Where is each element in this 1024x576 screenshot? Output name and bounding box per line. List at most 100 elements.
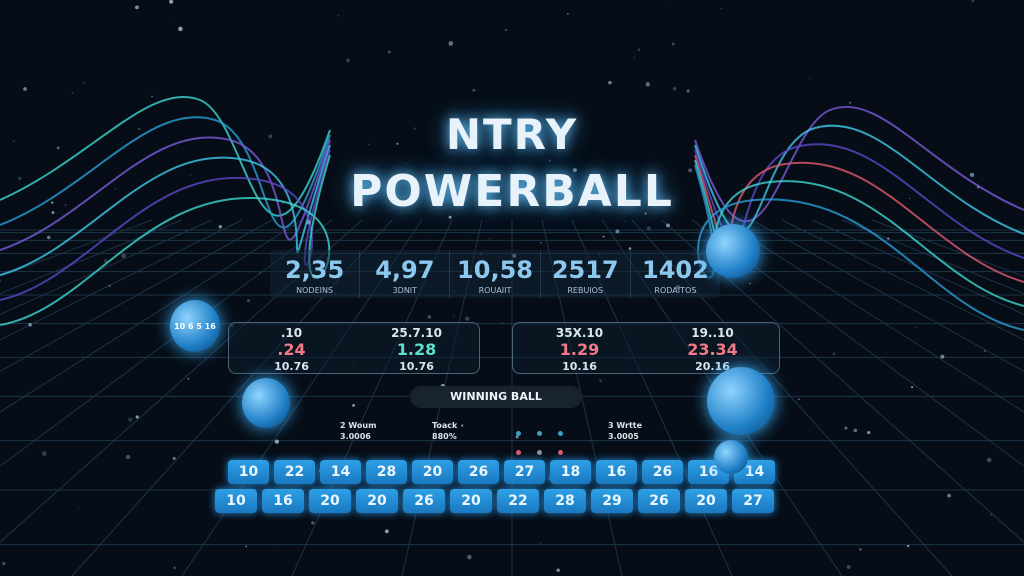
number-tile[interactable]: 16 [262, 489, 304, 513]
particle [867, 431, 871, 435]
particle [41, 451, 47, 456]
particle [669, 4, 671, 5]
particle [472, 88, 476, 92]
particle [741, 183, 743, 185]
wave-line [0, 136, 331, 251]
grid-line [811, 219, 1024, 315]
number-tile[interactable]: 26 [638, 489, 680, 513]
particle [808, 77, 811, 80]
number-tile[interactable]: 10 [215, 489, 257, 513]
particle [982, 295, 983, 297]
stat-value: 2,35 [284, 256, 345, 284]
particle [453, 316, 455, 317]
particle [637, 48, 641, 51]
particle [172, 20, 174, 23]
number-tile[interactable]: 28 [366, 460, 407, 484]
grid-line [0, 219, 213, 315]
particle [572, 168, 577, 173]
grid-line [781, 219, 1024, 341]
info-item: Toack 880% [432, 420, 457, 442]
grid-line [0, 219, 333, 467]
particle [971, 0, 974, 3]
number-tile[interactable]: 16 [596, 460, 637, 484]
number-tile[interactable]: 28 [544, 489, 586, 513]
number-tile[interactable]: 10 [228, 460, 269, 484]
stat-label: ROUAIIT [478, 286, 512, 295]
particle [135, 5, 139, 10]
grid-line [691, 219, 1024, 467]
info-line: 3 Wrtte [608, 421, 643, 430]
particle [675, 285, 681, 290]
lottery-ball [706, 224, 760, 278]
particle [18, 176, 22, 181]
particle [832, 352, 836, 356]
number-tile[interactable]: 14 [734, 460, 775, 484]
info-line: 880% [432, 432, 457, 441]
numbers-row-2: 10 16 20 20 26 20 22 28 29 26 20 27 [215, 489, 774, 513]
odds-mid: 1.28 [396, 340, 437, 359]
particle [151, 95, 153, 98]
number-tile[interactable]: 22 [274, 460, 315, 484]
stat-label: REBUIOS [567, 286, 604, 295]
particle [413, 127, 416, 130]
indicator-dots [508, 421, 578, 465]
wave-line [694, 105, 1024, 223]
number-tile[interactable]: 26 [403, 489, 445, 513]
odds-mid: .24 [277, 340, 306, 359]
particle [346, 58, 350, 63]
particle [797, 398, 800, 400]
particle [108, 284, 111, 288]
number-tile[interactable]: 20 [450, 489, 492, 513]
particle [272, 550, 274, 552]
particle [474, 142, 479, 147]
number-tile[interactable]: 20 [412, 460, 453, 484]
info-line: Toack [432, 421, 458, 430]
number-tile[interactable]: 29 [591, 489, 633, 513]
winning-ball-button[interactable]: WINNING BALL [410, 386, 582, 408]
number-tile[interactable]: 26 [642, 460, 683, 484]
number-tile[interactable]: 20 [309, 489, 351, 513]
lottery-ball [707, 367, 775, 435]
number-tile[interactable]: 18 [550, 460, 591, 484]
number-tile[interactable]: 20 [685, 489, 727, 513]
particle [849, 101, 852, 104]
particle [368, 143, 370, 146]
grid-line [0, 219, 273, 372]
particle [969, 172, 975, 178]
particle [915, 326, 917, 328]
particle [178, 26, 183, 32]
stat-value: 4,97 [375, 256, 435, 284]
particle [976, 185, 980, 189]
number-tile[interactable]: 27 [732, 489, 774, 513]
info-item: 2 Woum 3.0006 [340, 420, 376, 442]
particle [749, 282, 751, 285]
particle [940, 354, 945, 359]
particle [78, 506, 80, 509]
particle [599, 253, 601, 255]
grid-line [751, 219, 1024, 372]
number-tile[interactable]: 26 [458, 460, 499, 484]
particle [646, 226, 651, 231]
particle [0, 279, 2, 282]
number-tile[interactable]: 22 [497, 489, 539, 513]
stat-value: 10,58 [457, 256, 533, 284]
particle [246, 299, 251, 303]
number-tile[interactable]: 27 [504, 460, 545, 484]
numbers-row-1: 10 22 14 28 20 26 27 18 16 26 16 14 [228, 460, 775, 484]
odds-bottom: 10.76 [399, 360, 434, 373]
particle [983, 349, 986, 352]
particle [137, 127, 141, 131]
grid-line [841, 219, 1024, 295]
particle [64, 204, 67, 206]
number-tile[interactable]: 20 [356, 489, 398, 513]
particle [666, 223, 670, 228]
title-line2: POWERBALL [350, 166, 674, 217]
particle [448, 41, 454, 46]
particle [125, 454, 131, 460]
particle [387, 50, 391, 54]
number-tile[interactable]: 16 [688, 460, 729, 484]
particle [986, 457, 992, 463]
grid-line [291, 219, 453, 576]
particle [173, 566, 176, 570]
number-tile[interactable]: 14 [320, 460, 361, 484]
